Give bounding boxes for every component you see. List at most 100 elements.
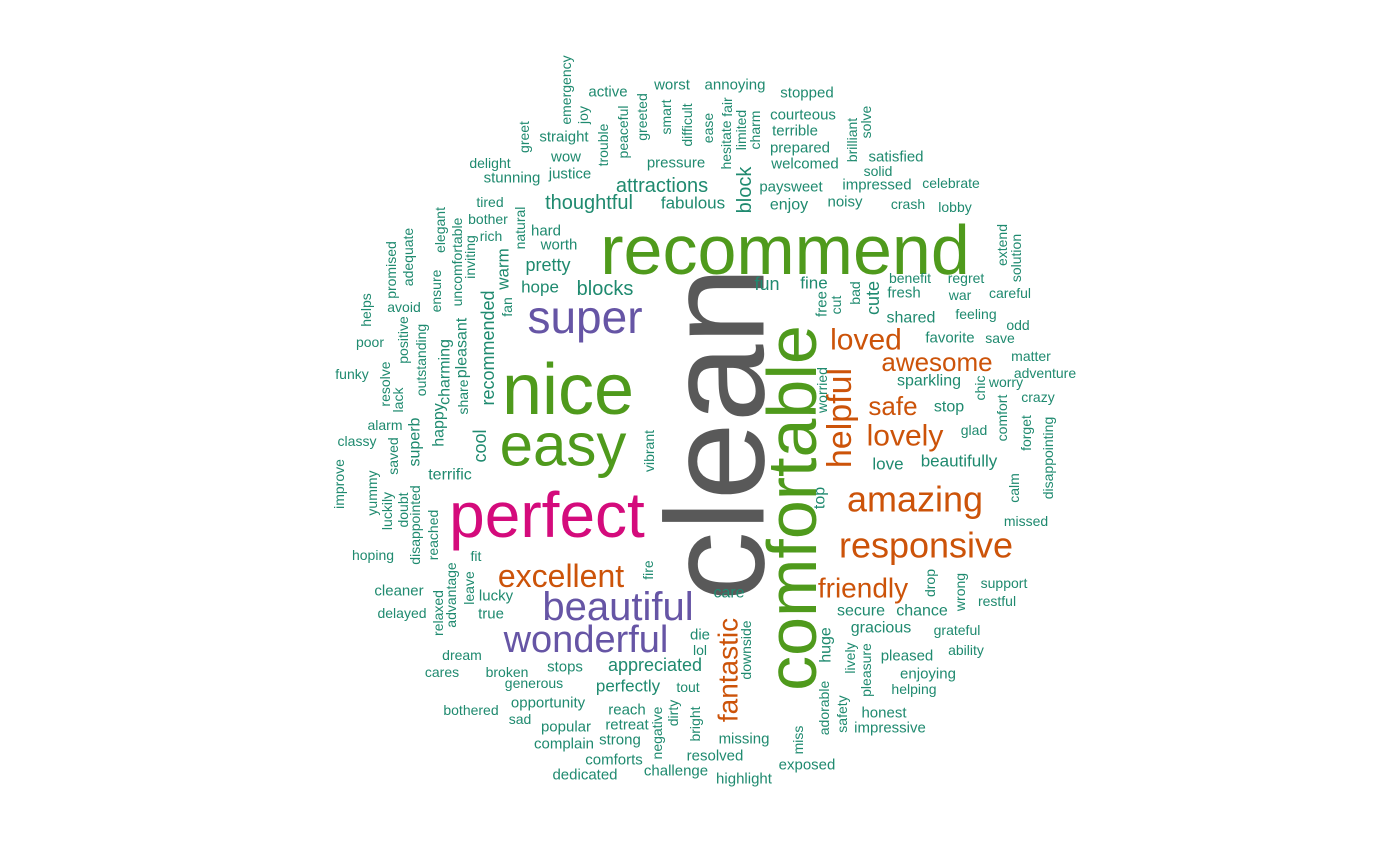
word-war: war xyxy=(948,287,972,303)
word-stunning: stunning xyxy=(484,170,541,187)
word-forget: forget xyxy=(1018,415,1034,451)
word-comforts: comforts xyxy=(585,752,643,769)
word-easy: easy xyxy=(500,412,627,479)
word-enjoying: enjoying xyxy=(900,666,956,683)
word-adorable: adorable xyxy=(816,681,832,736)
word-stop: stop xyxy=(934,399,964,416)
word-popular: popular xyxy=(541,719,591,736)
word-benefit: benefit xyxy=(889,270,931,286)
word-helping: helping xyxy=(891,681,936,697)
word-missing: missing xyxy=(719,731,770,748)
word-favorite: favorite xyxy=(925,330,974,347)
word-delayed: delayed xyxy=(377,605,426,621)
word-wrong: wrong xyxy=(952,573,968,612)
word-comfort: comfort xyxy=(994,395,1010,442)
word-beautifully: beautifully xyxy=(921,452,998,471)
word-positive: positive xyxy=(395,316,411,364)
word-limited: limited xyxy=(733,110,749,150)
word-promised: promised xyxy=(383,241,399,299)
word-elegant: elegant xyxy=(432,207,448,253)
word-solution: solution xyxy=(1008,234,1024,282)
word-resolved: resolved xyxy=(687,748,744,765)
word-perfect: perfect xyxy=(449,479,645,551)
word-missed: missed xyxy=(1004,513,1048,529)
word-happy: happy xyxy=(431,403,448,447)
word-inviting: inviting xyxy=(462,235,478,279)
word-impressive: impressive xyxy=(854,720,926,737)
word-fantastic: fantastic xyxy=(713,618,744,722)
word-worst: worst xyxy=(653,77,691,94)
word-restful: restful xyxy=(978,593,1016,609)
word-chance: chance xyxy=(896,603,948,620)
word-lobby: lobby xyxy=(938,199,971,215)
word-highlight: highlight xyxy=(716,771,773,788)
word-disappointing: disappointing xyxy=(1040,417,1056,500)
word-safe: safe xyxy=(868,391,917,421)
word-retreat: retreat xyxy=(605,717,649,734)
word-pleased: pleased xyxy=(881,648,934,665)
word-advantage: advantage xyxy=(443,562,459,628)
word-worried: worried xyxy=(814,367,830,414)
word-crazy: crazy xyxy=(1021,389,1054,405)
word-peaceful: peaceful xyxy=(615,106,631,159)
word-hope: hope xyxy=(521,278,559,297)
word-bother: bother xyxy=(468,211,508,227)
word-ensure: ensure xyxy=(428,269,444,312)
word-appreciated: appreciated xyxy=(608,655,702,675)
word-lack: lack xyxy=(390,387,406,413)
word-care: care xyxy=(713,585,744,602)
word-helps: helps xyxy=(358,293,374,326)
word-reach: reach xyxy=(608,702,646,719)
word-cleaner: cleaner xyxy=(374,583,423,600)
word-honest: honest xyxy=(861,705,907,722)
word-funky: funky xyxy=(335,366,368,382)
word-doubt: doubt xyxy=(395,492,411,527)
word-charming: charming xyxy=(437,339,454,405)
word-odd: odd xyxy=(1006,317,1029,333)
word-natural: natural xyxy=(512,207,528,250)
word-extend: extend xyxy=(994,224,1010,266)
word-thoughtful: thoughtful xyxy=(545,192,633,214)
word-disappointed: disappointed xyxy=(407,485,423,564)
word-broken: broken xyxy=(486,664,529,680)
word-cares: cares xyxy=(425,664,459,680)
word-justice: justice xyxy=(548,166,592,183)
word-opportunity: opportunity xyxy=(511,695,586,712)
word-perfectly: perfectly xyxy=(596,677,661,696)
word-terrific: terrific xyxy=(428,467,472,484)
word-wow: wow xyxy=(550,149,581,166)
word-ability: ability xyxy=(948,642,984,658)
word-adequate: adequate xyxy=(400,228,416,287)
word-courteous: courteous xyxy=(770,107,836,124)
word-enjoy: enjoy xyxy=(770,197,808,214)
word-adventure: adventure xyxy=(1014,365,1076,381)
word-joy: joy xyxy=(575,106,591,125)
word-outstanding: outstanding xyxy=(413,324,429,396)
word-lucky: lucky xyxy=(479,588,514,605)
word-crash: crash xyxy=(891,196,925,212)
word-rich: rich xyxy=(480,228,503,244)
word-welcomed: welcomed xyxy=(770,156,839,173)
word-luckily: luckily xyxy=(379,492,395,530)
word-superb: superb xyxy=(407,417,424,466)
word-helpful: helpful xyxy=(821,368,859,468)
word-excellent: excellent xyxy=(498,558,624,594)
word-hard: hard xyxy=(531,223,561,240)
word-fit: fit xyxy=(471,548,482,564)
word-drop: drop xyxy=(922,569,938,597)
word-comfortable: comfortable xyxy=(753,325,831,691)
word-solid: solid xyxy=(864,163,893,179)
word-miss: miss xyxy=(790,726,806,755)
word-grateful: grateful xyxy=(934,622,981,638)
word-gracious: gracious xyxy=(851,620,911,637)
word-negative: negative xyxy=(649,706,665,759)
word-block: block xyxy=(734,166,756,214)
word-improve: improve xyxy=(331,459,347,509)
word-solve: solve xyxy=(858,105,874,138)
word-downside: downside xyxy=(738,620,754,679)
word-emergency: emergency xyxy=(558,55,574,124)
word-classy: classy xyxy=(338,433,377,449)
word-complain: complain xyxy=(534,736,594,753)
word-cute: cute xyxy=(863,281,883,315)
word-relaxed: relaxed xyxy=(430,590,446,636)
